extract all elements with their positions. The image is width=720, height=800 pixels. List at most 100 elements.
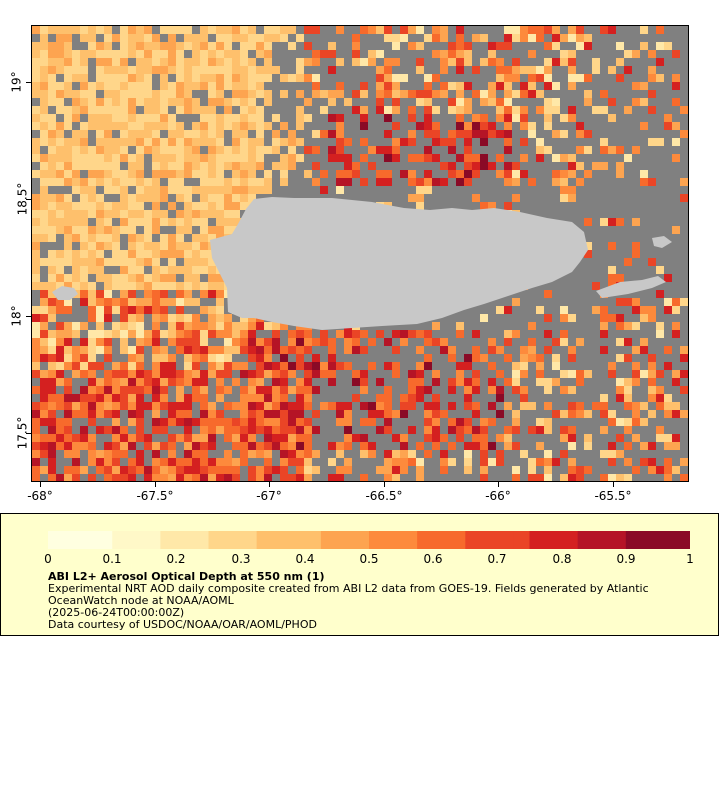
- aod-pixel: [648, 90, 656, 98]
- aod-pixel: [608, 314, 616, 322]
- aod-pixel: [280, 74, 288, 82]
- aod-pixel: [80, 122, 88, 130]
- aod-pixel: [264, 442, 272, 450]
- aod-pixel: [208, 122, 216, 130]
- aod-pixel: [120, 74, 128, 82]
- aod-pixel: [160, 234, 168, 242]
- aod-pixel: [248, 58, 256, 66]
- aod-pixel: [176, 346, 184, 354]
- aod-pixel: [168, 466, 176, 474]
- aod-pixel: [680, 370, 688, 378]
- aod-pixel: [64, 234, 72, 242]
- aod-pixel: [80, 186, 88, 194]
- aod-pixel: [576, 162, 584, 170]
- aod-pixel: [184, 354, 192, 362]
- aod-pixel: [192, 170, 200, 178]
- aod-pixel: [200, 210, 208, 218]
- aod-pixel: [144, 58, 152, 66]
- aod-pixel: [160, 402, 168, 410]
- aod-pixel: [248, 474, 256, 481]
- aod-pixel: [152, 450, 160, 458]
- aod-pixel: [88, 418, 96, 426]
- aod-pixel: [552, 106, 560, 114]
- aod-pixel: [128, 170, 136, 178]
- aod-pixel: [192, 418, 200, 426]
- aod-pixel: [448, 378, 456, 386]
- aod-pixel: [448, 106, 456, 114]
- colorbar-label: 0.7: [487, 552, 507, 566]
- aod-pixel: [128, 306, 136, 314]
- aod-pixel: [264, 322, 272, 330]
- aod-pixel: [192, 466, 200, 474]
- aod-pixel: [472, 194, 480, 202]
- aod-pixel: [136, 42, 144, 50]
- aod-pixel: [472, 122, 480, 130]
- aod-pixel: [256, 474, 264, 481]
- aod-pixel: [72, 50, 80, 58]
- aod-pixel: [160, 98, 168, 106]
- aod-pixel: [632, 50, 640, 58]
- aod-pixel: [512, 106, 520, 114]
- aod-pixel: [400, 170, 408, 178]
- aod-pixel: [400, 74, 408, 82]
- aod-pixel: [416, 58, 424, 66]
- aod-pixel: [96, 234, 104, 242]
- aod-pixel: [72, 202, 80, 210]
- aod-pixel: [32, 282, 40, 290]
- aod-pixel: [480, 130, 488, 138]
- aod-pixel: [40, 178, 48, 186]
- aod-pixel: [136, 346, 144, 354]
- aod-pixel: [112, 250, 120, 258]
- aod-pixel: [224, 466, 232, 474]
- aod-pixel: [120, 82, 128, 90]
- aod-pixel: [176, 90, 184, 98]
- aod-pixel: [344, 98, 352, 106]
- aod-pixel: [112, 282, 120, 290]
- aod-pixel: [352, 34, 360, 42]
- aod-pixel: [264, 338, 272, 346]
- aod-pixel: [376, 74, 384, 82]
- aod-pixel: [80, 194, 88, 202]
- aod-pixel: [584, 370, 592, 378]
- aod-pixel: [176, 410, 184, 418]
- aod-pixel: [192, 330, 200, 338]
- aod-pixel: [176, 178, 184, 186]
- aod-pixel: [392, 346, 400, 354]
- aod-pixel: [240, 186, 248, 194]
- mona-island: [52, 286, 78, 300]
- aod-pixel: [256, 114, 264, 122]
- aod-pixel: [640, 26, 648, 34]
- aod-pixel: [384, 426, 392, 434]
- aod-pixel: [480, 122, 488, 130]
- aod-pixel: [584, 146, 592, 154]
- colorbar-step: [657, 531, 675, 549]
- aod-pixel: [520, 122, 528, 130]
- aod-pixel: [144, 258, 152, 266]
- aod-pixel: [600, 394, 608, 402]
- aod-pixel: [88, 314, 96, 322]
- aod-pixel: [56, 282, 64, 290]
- aod-pixel: [168, 122, 176, 130]
- aod-pixel: [584, 90, 592, 98]
- aod-pixel: [488, 378, 496, 386]
- aod-pixel: [152, 122, 160, 130]
- aod-pixel: [96, 58, 104, 66]
- aod-pixel: [480, 90, 488, 98]
- aod-pixel: [504, 426, 512, 434]
- aod-pixel: [176, 154, 184, 162]
- aod-pixel: [200, 290, 208, 298]
- aod-pixel: [392, 434, 400, 442]
- aod-pixel: [536, 378, 544, 386]
- aod-pixel: [128, 82, 136, 90]
- aod-pixel: [96, 362, 104, 370]
- aod-pixel: [144, 442, 152, 450]
- aod-pixel: [248, 394, 256, 402]
- aod-pixel: [40, 26, 48, 34]
- aod-pixel: [48, 370, 56, 378]
- aod-pixel: [408, 330, 416, 338]
- aod-pixel: [320, 170, 328, 178]
- aod-pixel: [296, 410, 304, 418]
- aod-pixel: [560, 426, 568, 434]
- aod-pixel: [168, 130, 176, 138]
- aod-pixel: [456, 178, 464, 186]
